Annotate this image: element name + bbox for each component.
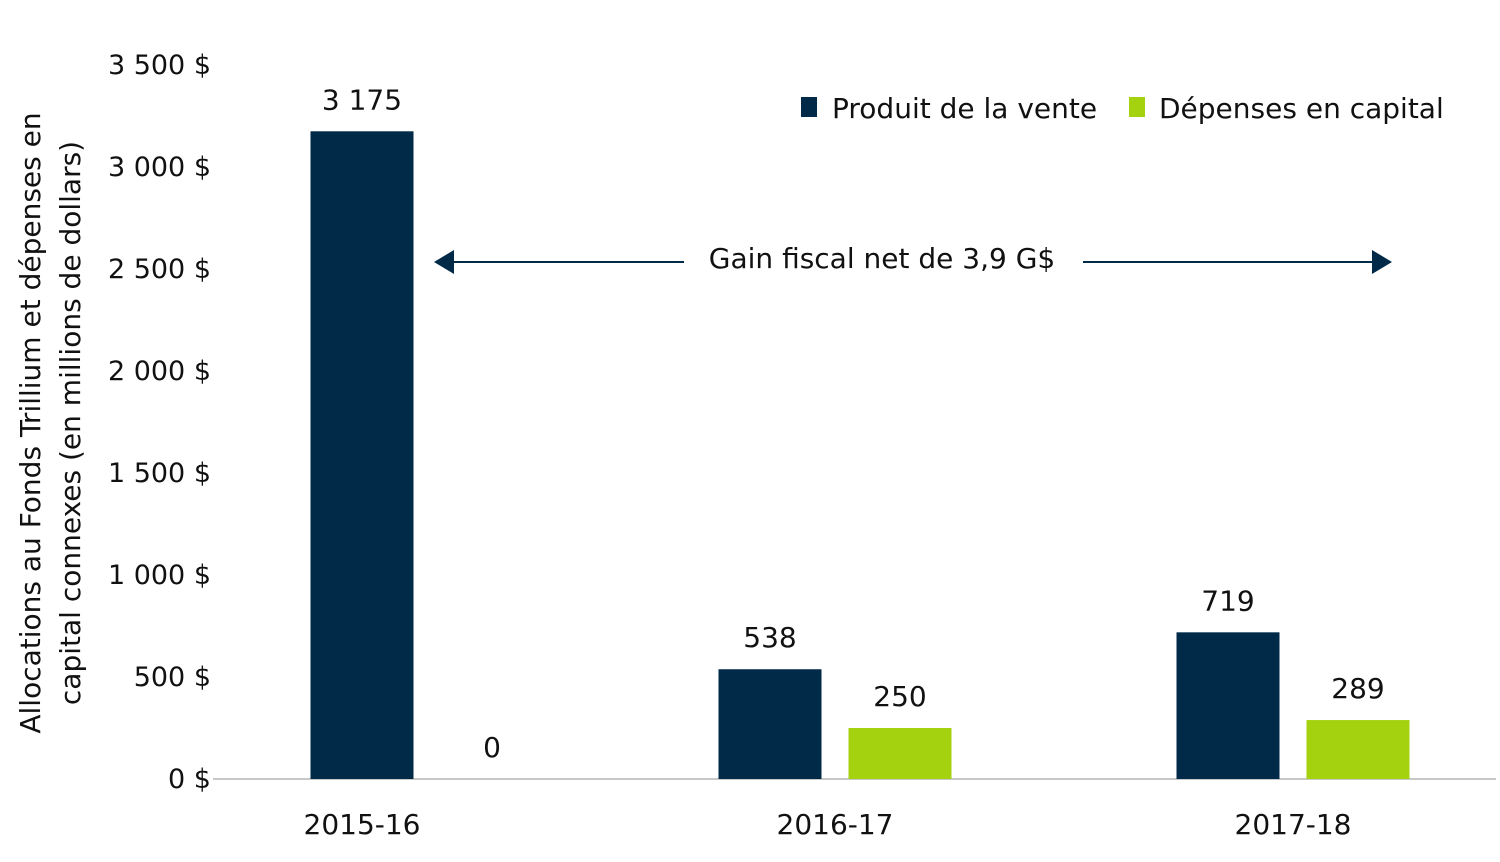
net-gain-annotation: Gain fiscal net de 3,9 G$ bbox=[434, 242, 1392, 275]
bar bbox=[1306, 720, 1410, 779]
value-labels: 3 175 0 538 250 719 289 bbox=[322, 83, 1385, 764]
bar bbox=[718, 669, 822, 779]
legend-swatch bbox=[1129, 97, 1145, 117]
y-axis-ticks: 0 $ 500 $ 1 000 $ 1 500 $ 2 000 $ 2 500 $ 3 00… bbox=[108, 50, 211, 795]
bar-value-label: 538 bbox=[743, 621, 796, 654]
net-gain-text: Gain fiscal net de 3,9 G$ bbox=[709, 242, 1055, 275]
bar-value-label: 0 bbox=[483, 731, 501, 764]
y-tick-label: 500 $ bbox=[134, 662, 211, 693]
bar bbox=[1176, 632, 1280, 779]
y-axis-label-line-2: capital connexes (en millions de dollars… bbox=[54, 141, 87, 705]
bar-value-label: 719 bbox=[1201, 584, 1254, 617]
category-labels: 2015-16 2016-17 2017-18 bbox=[304, 808, 1352, 841]
y-axis-label-line-1: Allocations au Fonds Trillium et dépense… bbox=[14, 112, 47, 733]
y-tick-label: 2 500 $ bbox=[108, 254, 211, 285]
x-category-label: 2016-17 bbox=[777, 808, 894, 841]
bar-value-label: 289 bbox=[1331, 672, 1384, 705]
y-tick-label: 3 000 $ bbox=[108, 152, 211, 183]
x-category-label: 2015-16 bbox=[304, 808, 421, 841]
bars bbox=[310, 131, 1410, 780]
legend-swatch bbox=[801, 97, 817, 117]
y-tick-label: 1 500 $ bbox=[108, 458, 211, 489]
arrow-right-head bbox=[1372, 250, 1392, 274]
bar bbox=[310, 131, 414, 780]
legend-label: Dépenses en capital bbox=[1159, 92, 1444, 125]
y-tick-label: 3 500 $ bbox=[108, 50, 211, 81]
bar-value-label: 3 175 bbox=[322, 83, 402, 116]
legend-label: Produit de la vente bbox=[832, 92, 1097, 125]
arrow-left-head bbox=[434, 250, 454, 274]
bar bbox=[848, 728, 952, 779]
x-category-label: 2017-18 bbox=[1235, 808, 1352, 841]
y-axis-label: Allocations au Fonds Trillium et dépense… bbox=[14, 112, 87, 733]
legend: Produit de la vente Dépenses en capital bbox=[801, 92, 1444, 125]
bar-value-label: 250 bbox=[873, 680, 926, 713]
y-tick-label: 2 000 $ bbox=[108, 356, 211, 387]
y-tick-label: 1 000 $ bbox=[108, 560, 211, 591]
y-tick-label: 0 $ bbox=[168, 764, 211, 795]
